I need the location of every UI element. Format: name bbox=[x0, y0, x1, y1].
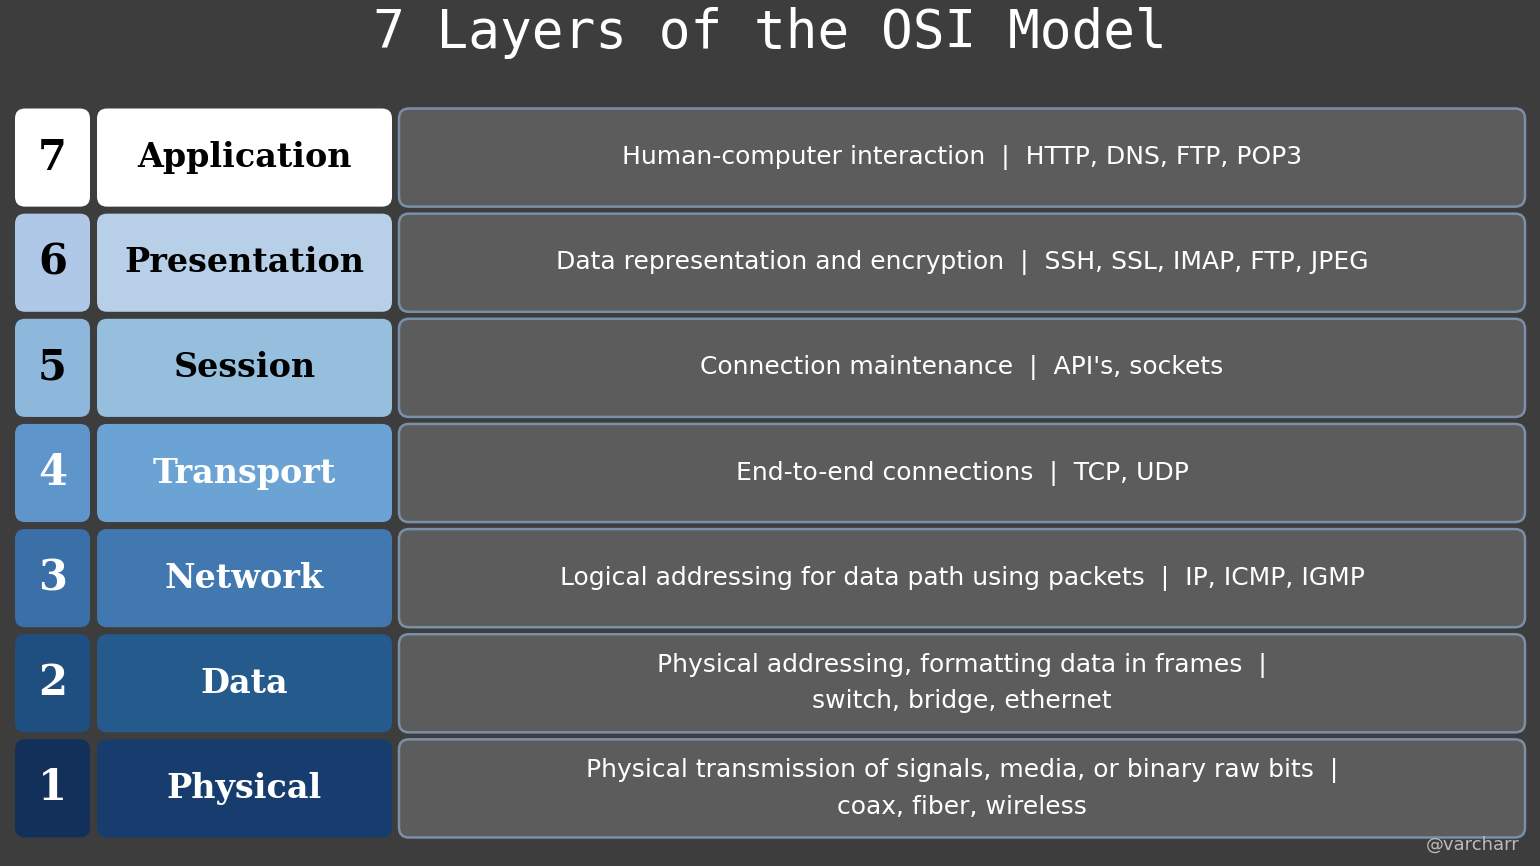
FancyBboxPatch shape bbox=[97, 319, 393, 417]
Text: Logical addressing for data path using packets  |  IP, ICMP, IGMP: Logical addressing for data path using p… bbox=[559, 565, 1364, 591]
FancyBboxPatch shape bbox=[97, 529, 393, 627]
FancyBboxPatch shape bbox=[399, 424, 1525, 522]
FancyBboxPatch shape bbox=[15, 424, 89, 522]
FancyBboxPatch shape bbox=[97, 424, 393, 522]
FancyBboxPatch shape bbox=[399, 319, 1525, 417]
FancyBboxPatch shape bbox=[97, 634, 393, 733]
Text: Physical: Physical bbox=[166, 772, 322, 805]
FancyBboxPatch shape bbox=[399, 529, 1525, 627]
Text: 7: 7 bbox=[38, 137, 66, 178]
FancyBboxPatch shape bbox=[15, 319, 89, 417]
FancyBboxPatch shape bbox=[399, 634, 1525, 733]
FancyBboxPatch shape bbox=[15, 634, 89, 733]
Text: Connection maintenance  |  API's, sockets: Connection maintenance | API's, sockets bbox=[701, 355, 1224, 380]
FancyBboxPatch shape bbox=[399, 214, 1525, 312]
Text: @varcharr: @varcharr bbox=[1426, 836, 1520, 854]
Text: 4: 4 bbox=[38, 452, 68, 494]
FancyBboxPatch shape bbox=[15, 108, 89, 207]
Text: 5: 5 bbox=[38, 347, 66, 389]
Text: Physical addressing, formatting data in frames  |
switch, bridge, ethernet: Physical addressing, formatting data in … bbox=[658, 653, 1267, 714]
FancyBboxPatch shape bbox=[399, 740, 1525, 837]
Text: Presentation: Presentation bbox=[125, 246, 365, 279]
FancyBboxPatch shape bbox=[97, 740, 393, 837]
FancyBboxPatch shape bbox=[97, 108, 393, 207]
FancyBboxPatch shape bbox=[399, 108, 1525, 207]
FancyBboxPatch shape bbox=[97, 214, 393, 312]
Text: 3: 3 bbox=[38, 557, 66, 599]
Text: Transport: Transport bbox=[152, 456, 336, 489]
Text: 2: 2 bbox=[38, 662, 68, 704]
Text: Session: Session bbox=[174, 352, 316, 385]
FancyBboxPatch shape bbox=[15, 740, 89, 837]
Text: 7 Layers of the OSI Model: 7 Layers of the OSI Model bbox=[373, 7, 1167, 59]
Text: End-to-end connections  |  TCP, UDP: End-to-end connections | TCP, UDP bbox=[736, 461, 1189, 486]
FancyBboxPatch shape bbox=[15, 529, 89, 627]
Text: Data representation and encryption  |  SSH, SSL, IMAP, FTP, JPEG: Data representation and encryption | SSH… bbox=[556, 250, 1368, 275]
Text: Data: Data bbox=[200, 667, 288, 700]
Text: Network: Network bbox=[165, 562, 323, 595]
Text: Human-computer interaction  |  HTTP, DNS, FTP, POP3: Human-computer interaction | HTTP, DNS, … bbox=[622, 145, 1301, 170]
FancyBboxPatch shape bbox=[15, 214, 89, 312]
Text: Application: Application bbox=[137, 141, 351, 174]
Text: 6: 6 bbox=[38, 242, 68, 284]
Text: Physical transmission of signals, media, or binary raw bits  |
coax, fiber, wire: Physical transmission of signals, media,… bbox=[585, 759, 1338, 818]
Text: 1: 1 bbox=[38, 767, 68, 810]
